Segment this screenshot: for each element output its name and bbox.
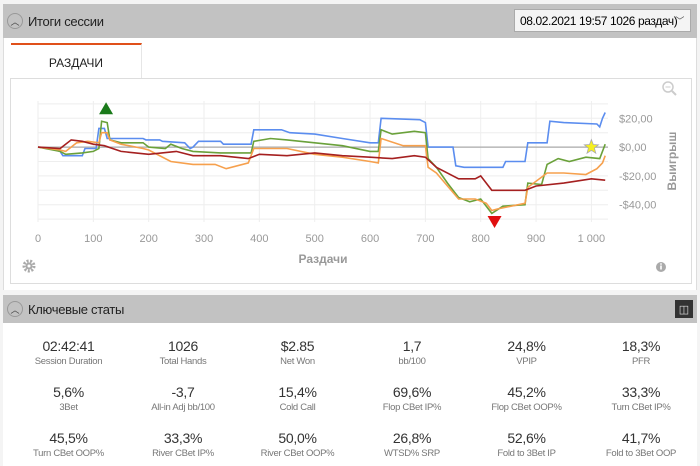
stat-label: VPIP [516,356,537,367]
stat-cell: 52,6% Fold to 3Bet IP [469,430,584,459]
stat-value: 41,7% [621,430,661,446]
info-icon[interactable] [656,262,666,272]
chart-container: 0 100 200 300 400 500 600 700 800 900 1 000 $20,00 $… [10,78,692,284]
stat-value: 1,7 [402,338,422,354]
stat-cell: 45,5% Turn CBet OOP% [11,430,126,459]
stat-cell: 41,7% Fold to 3Bet OOP [584,430,699,459]
stat-value: 52,6% [507,430,546,446]
stat-cell: $2.85 Net Won [240,338,355,367]
y-tick-label: -$40,00 [619,200,656,212]
stat-cell: 33,3% River CBet IP% [126,430,241,459]
series-line-orange [37,131,606,212]
stat-value: 33,3% [621,384,661,400]
stat-label: Fold to 3Bet IP [497,448,556,459]
session-select-value: 08.02.2021 19:57 1026 раздач) [520,13,678,28]
stat-label: Cold Call [279,402,316,413]
x-tick-label: 300 [195,233,213,245]
stat-cell: 24,8% VPIP [469,338,584,367]
stat-label: All-in Adj bb/100 [151,402,215,413]
stat-cell: 18,3% PFR [584,338,699,367]
stat-cell: 33,3% Turn CBet IP% [584,384,699,413]
stat-label: Flop CBet IP% [382,402,442,413]
stat-cell: 02:42:41 Session Duration [11,338,126,367]
stat-label: bb/100 [398,356,426,367]
stat-cell: 1026 Total Hands [126,338,241,367]
stat-label: Flop CBet OOP% [491,402,562,413]
x-tick-label: 400 [250,233,268,245]
y-tick-label: $20,00 [619,113,653,125]
x-tick-label: 1 000 [578,233,606,245]
zoom-out-icon[interactable] [662,81,677,96]
winnings-chart: 0 100 200 300 400 500 600 700 800 900 1 000 $20,00 $… [22,81,679,273]
stat-cell: 26,8% WTSD% SRP [355,430,470,459]
x-tick-label: 700 [416,233,434,245]
x-tick-label: 900 [527,233,545,245]
x-tick-label: 200 [139,233,157,245]
stat-value: 02:42:41 [42,338,95,354]
keystats-header: ︿ Ключевые статы ◫ [3,295,697,323]
x-tick-label: 800 [472,233,490,245]
x-tick-label: 600 [361,233,379,245]
collapse-session-button[interactable]: ︿ [7,13,23,29]
stat-value: 18,3% [621,338,661,354]
session-header: ︿ Итоги сессии 08.02.2021 19:57 1026 раз… [3,4,697,38]
stat-cell: 1,7 bb/100 [355,338,470,367]
stat-label: Turn CBet OOP% [33,448,104,459]
stat-cell: 50,0% River CBet OOP% [240,430,355,459]
stat-cell: 15,4% Cold Call [240,384,355,413]
stat-cell: 5,6% 3Bet [11,384,126,413]
stat-label: Fold to 3Bet OOP [605,448,677,459]
star-marker-icon [583,138,600,155]
x-tick-label: 100 [84,233,102,245]
columns-icon: ◫ [678,303,690,316]
max-marker-icon [99,102,114,115]
x-tick-label: 0 [35,233,41,245]
keystats-grid: 02:42:41 Session Duration 1026 Total Hands $… [3,323,697,466]
stat-value: 24,8% [507,338,546,354]
stat-value: 33,3% [163,430,203,446]
collapse-keystats-button[interactable]: ︿ [7,301,23,317]
stat-value: 69,6% [392,384,432,400]
stat-value: 50,0% [278,430,317,446]
stat-label: WTSD% SRP [384,448,440,459]
y-tick-label: $0,00 [619,142,647,154]
series-line-blue [37,112,606,169]
stat-label: PFR [631,356,651,367]
tab-hands[interactable]: РАЗДАЧИ [11,43,142,80]
session-select[interactable]: 08.02.2021 19:57 1026 раздач) ﹀ [514,9,691,32]
stat-value: 1026 [168,338,198,354]
stat-label: Net Won [280,356,315,367]
stat-label: River CBet OOP% [260,448,335,459]
stat-value: $2.85 [280,338,315,354]
series-line-red [37,139,606,192]
chevron-up-icon: ︿ [10,16,20,27]
stat-label: 3Bet [59,402,78,413]
y-axis-label: Выигрыш [665,132,679,191]
stat-value: 15,4% [278,384,317,400]
layout-toggle-button[interactable]: ◫ [675,300,693,318]
stat-label: Turn CBet IP% [611,402,671,413]
stat-value: 45,2% [507,384,546,400]
x-axis-label: Раздачи [299,252,348,266]
settings-gear-icon[interactable] [22,259,36,273]
session-title: Итоги сессии [28,13,104,29]
stat-value: 26,8% [392,430,432,446]
stat-label: Session Duration [34,356,103,367]
chevron-up-icon: ︿ [10,304,20,315]
min-marker-icon [487,216,502,228]
x-tick-label: 500 [306,233,324,245]
stat-value: 45,5% [49,430,88,446]
chevron-down-icon: ﹀ [675,16,684,26]
session-panel: РАЗДАЧИ 0 100 200 300 400 500 600 700 800 900 1 00… [3,38,697,290]
stat-label: Total Hands [159,356,207,367]
y-tick-label: -$20,00 [619,171,656,183]
keystats-title: Ключевые статы [28,301,125,317]
stat-label: River CBet IP% [152,448,214,459]
stat-cell: -3,7 All-in Adj bb/100 [126,384,241,413]
stat-cell: 69,6% Flop CBet IP% [355,384,470,413]
stat-value: 5,6% [53,384,84,400]
stat-cell: 45,2% Flop CBet OOP% [469,384,584,413]
stat-value: -3,7 [171,384,195,400]
